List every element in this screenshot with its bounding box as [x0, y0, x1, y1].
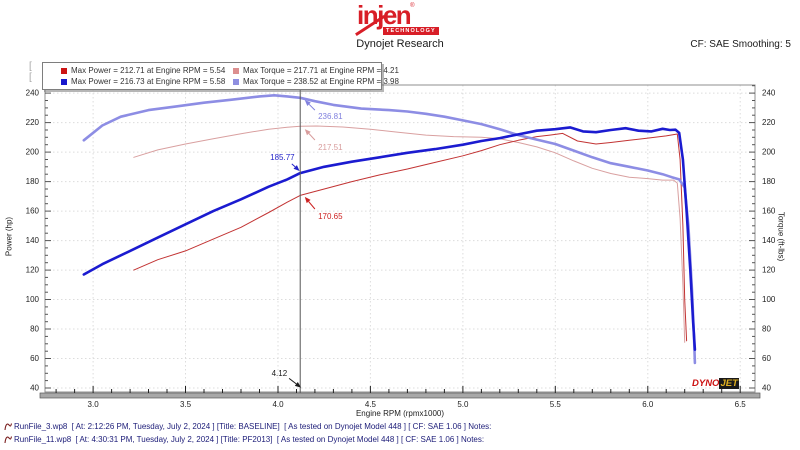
- svg-text:140: 140: [762, 236, 776, 245]
- registered-mark-icon: ®: [410, 3, 415, 9]
- injen-logo: injen® TECHNOLOGY: [355, 0, 443, 37]
- svg-text:120: 120: [26, 266, 40, 275]
- svg-text:100: 100: [762, 295, 776, 304]
- rpm-axis-title: Engine RPM (rpmx1000): [355, 409, 445, 418]
- svg-text:4.0: 4.0: [272, 400, 284, 409]
- power-axis-title: Power (hp): [4, 216, 14, 257]
- svg-text:160: 160: [762, 207, 776, 216]
- svg-text:3.0: 3.0: [88, 400, 100, 409]
- legend-swatch-pink: [233, 67, 239, 74]
- series-curve: [82, 126, 697, 352]
- legend-item-torque-pf2013: Max Torque = 238.52 at Engine RPM = 3.98: [233, 76, 399, 87]
- x-ticks: [55, 386, 741, 393]
- series-curve: [82, 94, 697, 365]
- run-details: [ At: 4:30:31 PM, Tuesday, July 2, 2024 …: [73, 435, 485, 444]
- legend-swatch-lightblue: [233, 78, 239, 85]
- svg-text:60: 60: [762, 354, 771, 363]
- svg-text:240: 240: [26, 89, 40, 98]
- svg-text:80: 80: [762, 325, 771, 334]
- legend-item-power-pf2013: Max Power = 216.73 at Engine RPM = 5.58: [61, 76, 233, 87]
- svg-text:217.51: 217.51: [318, 143, 343, 152]
- svg-text:180: 180: [26, 177, 40, 186]
- cursor-annotations: 236.81 217.51 185.77 170.65 4.12: [270, 100, 343, 388]
- dynojet-watermark-dyno: DYNO: [692, 378, 720, 389]
- dynojet-watermark-jet: JET: [719, 378, 739, 389]
- run-info-footer: RunFile_3.wp8 [ At: 2:12:26 PM, Tuesday,…: [4, 420, 491, 446]
- torque-axis-title: Torque (ft-lbs): [776, 211, 786, 262]
- svg-text:200: 200: [26, 148, 40, 157]
- svg-text:185.77: 185.77: [270, 153, 295, 162]
- svg-text:80: 80: [30, 325, 39, 334]
- axis-bracket-marks: [[: [29, 61, 32, 83]
- svg-text:140: 140: [26, 236, 40, 245]
- run-file-name: RunFile_11.wp8: [14, 435, 72, 444]
- svg-text:5.5: 5.5: [550, 400, 562, 409]
- svg-text:6.5: 6.5: [735, 400, 747, 409]
- svg-text:120: 120: [762, 266, 776, 275]
- svg-text:170.65: 170.65: [318, 212, 343, 221]
- svg-text:220: 220: [762, 118, 776, 127]
- svg-text:240: 240: [762, 89, 776, 98]
- y-ticks: [45, 85, 755, 389]
- axis-tick-labels: 40 40 60 60 80 80 100 100 120 120 140 140 160 160 180 1…: [26, 89, 776, 409]
- run-file-name: RunFile_3.wp8: [14, 422, 68, 431]
- legend-label: Max Torque = 217.71 at Engine RPM = 4.21: [243, 66, 399, 75]
- legend-item-power-baseline: Max Power = 212.71 at Engine RPM = 5.54: [61, 65, 233, 76]
- svg-text:100: 100: [26, 295, 40, 304]
- plot-frame: [44, 84, 756, 393]
- injen-logo-text: injen: [357, 0, 412, 30]
- dynojet-watermark: DYNOJET: [692, 378, 739, 389]
- legend-label: Max Power = 216.73 at Engine RPM = 5.58: [71, 77, 226, 86]
- svg-text:220: 220: [26, 118, 40, 127]
- svg-text:160: 160: [26, 207, 40, 216]
- run-details: [ At: 2:12:26 PM, Tuesday, July 2, 2024 …: [69, 422, 492, 431]
- injen-logo-subtitle: TECHNOLOGY: [383, 27, 439, 35]
- report-title: Dynojet Research: [356, 38, 444, 50]
- svg-text:6.0: 6.0: [642, 400, 654, 409]
- series-curve: [133, 132, 688, 342]
- legend-label: Max Torque = 238.52 at Engine RPM = 3.98: [243, 77, 399, 86]
- svg-text:236.81: 236.81: [318, 112, 343, 121]
- chart-legend: Max Power = 212.71 at Engine RPM = 5.54 …: [42, 62, 399, 90]
- svg-text:180: 180: [762, 177, 776, 186]
- svg-text:200: 200: [762, 148, 776, 157]
- legend-label: Max Power = 212.71 at Engine RPM = 5.54: [71, 66, 226, 75]
- legend-swatch-blue: [61, 78, 67, 85]
- legend-item-torque-baseline: Max Torque = 217.71 at Engine RPM = 4.21: [233, 65, 399, 76]
- svg-text:60: 60: [30, 354, 39, 363]
- svg-text:5.0: 5.0: [457, 400, 469, 409]
- svg-text:40: 40: [762, 384, 771, 393]
- svg-text:3.5: 3.5: [180, 400, 192, 409]
- svg-text:40: 40: [30, 384, 39, 393]
- svg-text:4.12: 4.12: [272, 369, 288, 378]
- smoothing-setting: CF: SAE Smoothing: 5: [690, 39, 791, 50]
- x-axis-bar: [39, 392, 761, 399]
- series-curve: [133, 125, 686, 343]
- run-curve-icon: [4, 436, 12, 444]
- run-curve-icon: [4, 423, 12, 431]
- run-info-line-2: RunFile_11.wp8 [ At: 4:30:31 PM, Tuesday…: [4, 433, 491, 446]
- svg-text:4.5: 4.5: [365, 400, 377, 409]
- run-info-line-1: RunFile_3.wp8 [ At: 2:12:26 PM, Tuesday,…: [4, 420, 491, 433]
- legend-swatch-red: [61, 67, 67, 74]
